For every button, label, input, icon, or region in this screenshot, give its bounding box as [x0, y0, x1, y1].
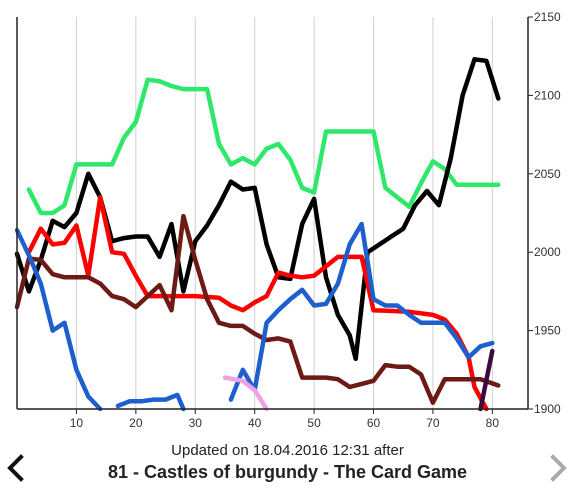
series-line-1: [26, 77, 501, 216]
chevron-left-icon: [7, 454, 24, 482]
series-layer: [14, 57, 501, 412]
x-tick-label: 20: [129, 416, 143, 430]
series-line-5: [14, 227, 103, 412]
y-tick-label: 2100: [534, 88, 561, 102]
series-line-7: [228, 221, 495, 402]
axes: 10 20 30 40 50 60 70 80 1900 1950 2000 2050 2100 2150: [16, 10, 561, 430]
y-tick-label: 2050: [534, 167, 561, 181]
x-tick-label: 60: [367, 416, 381, 430]
series-line-6: [115, 392, 186, 412]
x-tick-label: 70: [426, 416, 440, 430]
line-chart: 10 20 30 40 50 60 70 80 1900 1950 2000 2050 2100 2150: [14, 10, 561, 430]
series-line-4: [14, 213, 501, 405]
previous-chart-button[interactable]: [2, 452, 28, 484]
x-tick-label: 40: [248, 416, 262, 430]
series-line-2: [14, 57, 501, 362]
chevron-right-icon: [550, 454, 567, 482]
grid-lines: [75, 17, 493, 409]
chart-subtitle: Updated on 18.04.2016 12:31 after: [171, 442, 404, 459]
x-tick-label: 30: [189, 416, 203, 430]
y-tick-label: 1950: [534, 324, 561, 338]
x-tick-label: 10: [70, 416, 84, 430]
series-line-8: [222, 375, 269, 412]
series-line-3: [26, 195, 489, 412]
chart-title: 81 - Castles of burgundy - The Card Game: [107, 462, 468, 482]
series-line-9: [478, 348, 495, 412]
x-tick-label: 50: [307, 416, 321, 430]
x-tick-label: 80: [486, 416, 500, 430]
y-tick-label: 1900: [534, 402, 561, 416]
y-tick-label: 2150: [534, 10, 561, 24]
next-chart-button[interactable]: [546, 452, 572, 484]
y-tick-label: 2000: [534, 245, 561, 259]
